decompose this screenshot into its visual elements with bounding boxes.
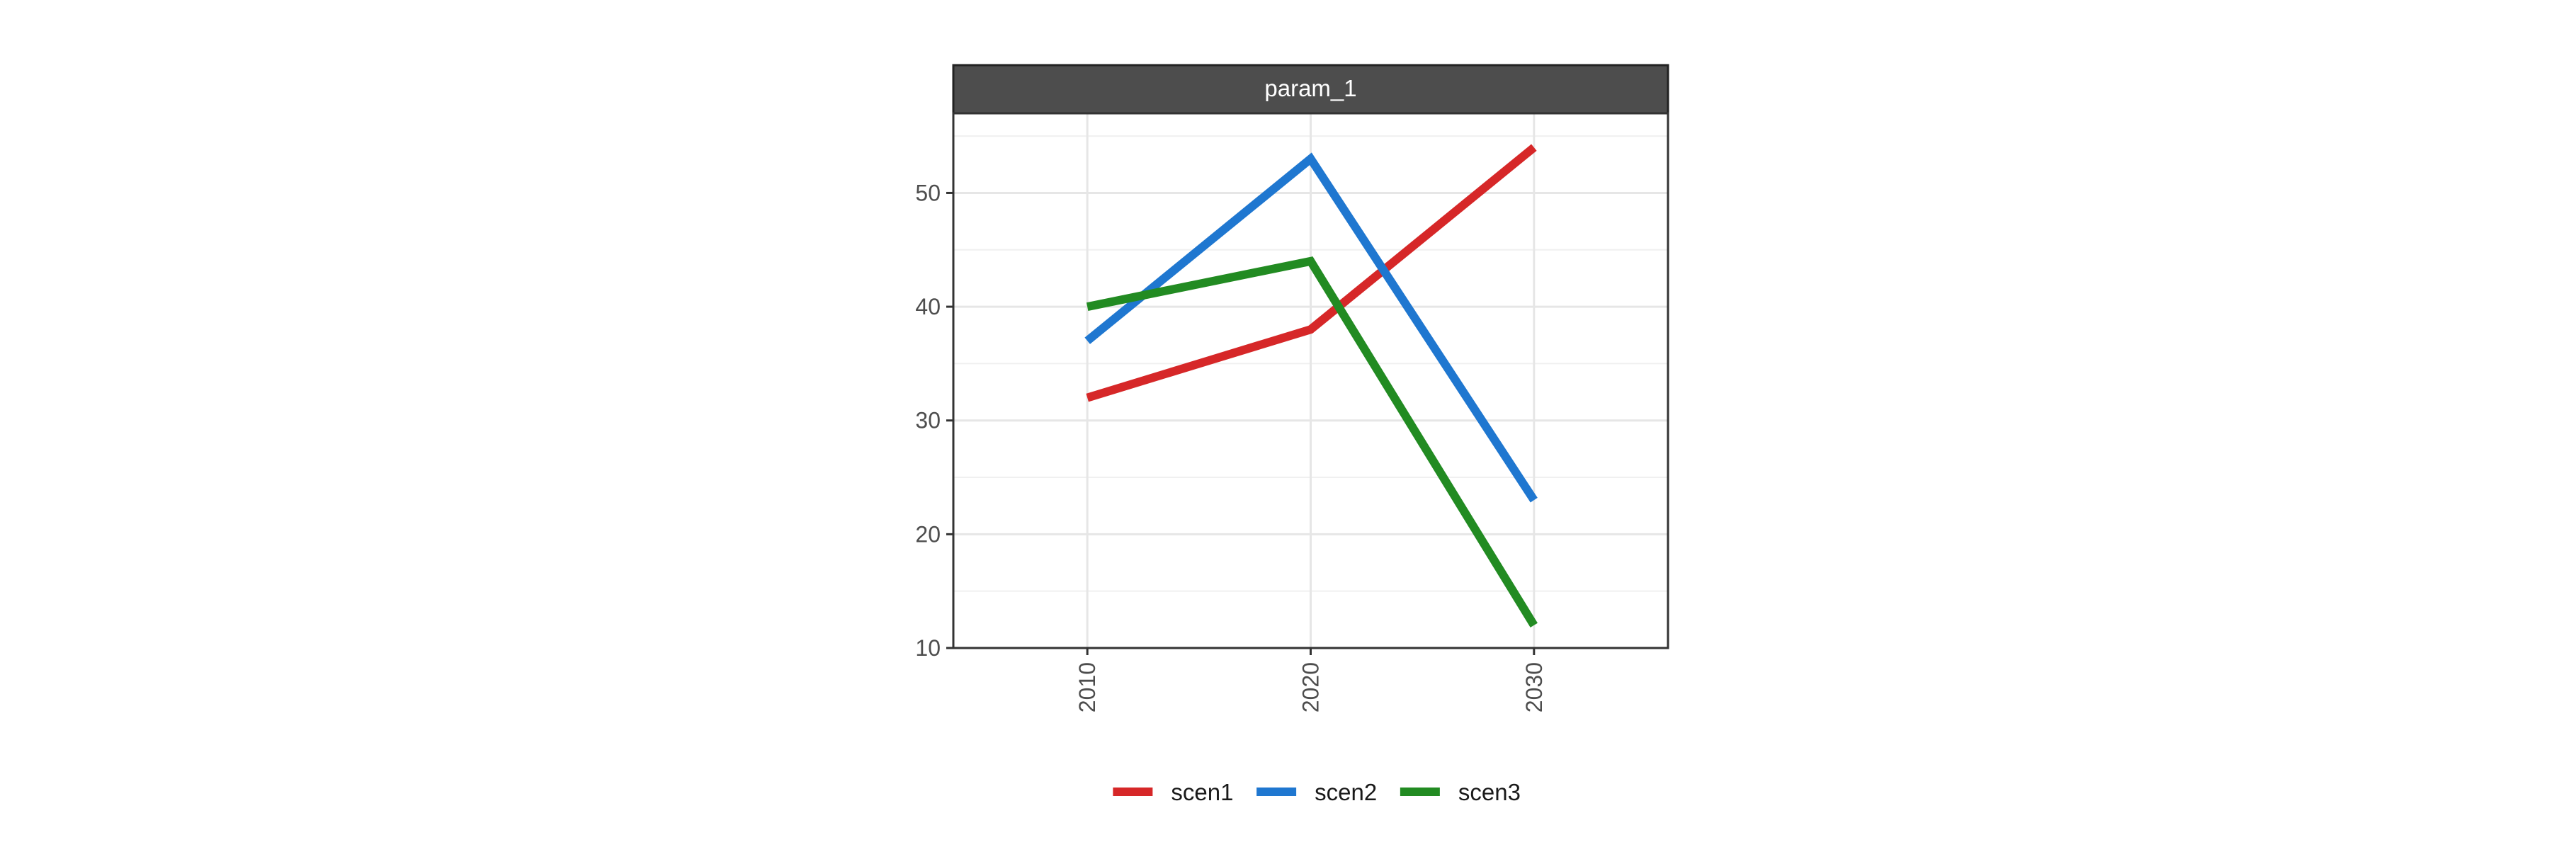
series-line-scen1 xyxy=(1086,144,1537,402)
y-tick-label: 10 xyxy=(915,635,941,661)
y-tick-label: 40 xyxy=(915,294,941,319)
y-tick-label: 20 xyxy=(915,521,941,547)
series-lines xyxy=(1084,144,1538,628)
legend-label-scen2: scen2 xyxy=(1315,779,1377,805)
y-tick-label: 50 xyxy=(915,180,941,205)
series-line-scen2 xyxy=(1084,152,1538,503)
x-tick-label: 2020 xyxy=(1298,662,1324,712)
x-tick-label: 2030 xyxy=(1521,662,1547,712)
series-line-scen3 xyxy=(1086,256,1538,628)
legend-label-scen3: scen3 xyxy=(1458,779,1521,805)
facet-label: param_1 xyxy=(1264,75,1356,101)
x-tick-label: 2010 xyxy=(1074,662,1100,712)
legend: scen1 scen2 scen3 xyxy=(1113,779,1521,805)
y-tick-label: 30 xyxy=(915,408,941,433)
facet-strip xyxy=(952,64,1669,115)
legend-label-scen1: scen1 xyxy=(1171,779,1233,805)
y-axis: 10 20 30 40 50 xyxy=(915,180,953,661)
x-axis: 2010 2020 2030 xyxy=(1074,648,1547,712)
